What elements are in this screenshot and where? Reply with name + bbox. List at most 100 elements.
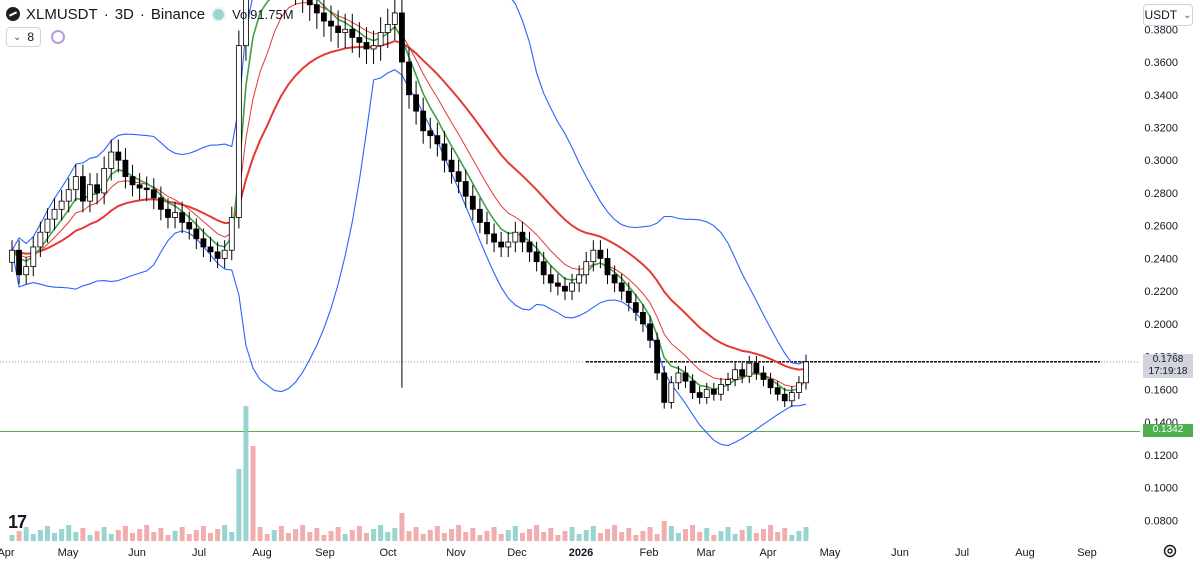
candle-down bbox=[165, 208, 171, 218]
candle-down bbox=[129, 176, 136, 186]
candle-down bbox=[498, 241, 505, 248]
exchange-name: Binance bbox=[150, 5, 206, 23]
candle-up bbox=[576, 274, 583, 284]
volume-bar bbox=[16, 531, 22, 541]
volume-bar bbox=[527, 529, 533, 541]
candle-down bbox=[753, 362, 760, 374]
candle-down bbox=[689, 380, 696, 394]
volume-bar bbox=[151, 532, 157, 541]
volume-bar bbox=[796, 531, 802, 541]
volume-bar bbox=[307, 532, 313, 541]
candle-down bbox=[150, 189, 157, 199]
volume-bar bbox=[186, 534, 192, 541]
x-tick-label: May bbox=[820, 547, 841, 559]
volume-bar bbox=[314, 528, 320, 541]
candle-down bbox=[420, 110, 427, 132]
candle-down bbox=[554, 282, 561, 287]
candle-down bbox=[399, 12, 405, 63]
volume-bar bbox=[52, 533, 58, 541]
separator: · bbox=[139, 5, 145, 23]
y-tick-label: 0.3800 bbox=[1144, 24, 1178, 36]
volume-bar bbox=[711, 535, 717, 541]
candle-up bbox=[23, 266, 30, 276]
currency-select[interactable]: USDT ⌄ bbox=[1143, 4, 1193, 26]
volume-bar bbox=[293, 529, 299, 541]
volume-bar bbox=[583, 530, 589, 541]
volume-bar bbox=[803, 527, 809, 541]
candle-down bbox=[115, 151, 122, 161]
volume-bar bbox=[463, 532, 469, 541]
volume-bar bbox=[378, 525, 384, 541]
candle-down bbox=[136, 184, 143, 189]
symbol-name[interactable]: XLMUSDT bbox=[26, 5, 98, 23]
candle-down bbox=[625, 290, 632, 303]
x-tick-label: Apr bbox=[0, 547, 15, 559]
symbol-logo-icon bbox=[6, 7, 20, 21]
x-tick-label: Feb bbox=[640, 547, 659, 559]
bollinger-upper-line bbox=[11, 0, 807, 365]
settings-gear-icon[interactable] bbox=[1162, 543, 1178, 559]
x-tick-label: Apr bbox=[759, 547, 776, 559]
candle-down bbox=[335, 25, 342, 33]
volume-bar bbox=[434, 526, 440, 541]
volume-bar bbox=[725, 527, 731, 541]
volume-bar bbox=[9, 535, 15, 541]
candle-down bbox=[533, 251, 540, 263]
volume-bar bbox=[789, 535, 795, 541]
y-tick-label: 0.3000 bbox=[1144, 155, 1178, 167]
volume-bar bbox=[165, 535, 171, 541]
volume-bar bbox=[775, 532, 781, 541]
volume-bar bbox=[144, 525, 150, 541]
candle-up bbox=[342, 28, 349, 33]
volume-bar bbox=[406, 531, 412, 541]
candle-down bbox=[484, 222, 490, 235]
candle-down bbox=[455, 171, 462, 182]
volume-bar bbox=[519, 533, 525, 541]
volume-bar bbox=[690, 525, 696, 541]
candle-down bbox=[462, 181, 469, 197]
volume-bar bbox=[413, 527, 419, 541]
candle-up bbox=[72, 176, 79, 191]
chart-header: XLMUSDT · 3D · Binance Vol91.75M bbox=[6, 4, 294, 24]
candle-down bbox=[200, 238, 207, 248]
volume-bar bbox=[23, 527, 29, 541]
volume-label: Vol bbox=[232, 6, 251, 22]
current-price-tag: 0.1768 17:19:18 bbox=[1143, 354, 1193, 378]
loading-spinner-icon bbox=[51, 30, 66, 44]
volume-bar bbox=[590, 526, 596, 541]
candle-down bbox=[413, 94, 419, 112]
volume-bar bbox=[569, 527, 575, 541]
candle-up bbox=[228, 217, 235, 251]
candle-down bbox=[306, 0, 313, 6]
candle-down bbox=[321, 12, 327, 22]
volume-bar bbox=[512, 526, 518, 541]
candle-down bbox=[193, 228, 200, 240]
candle-up bbox=[65, 189, 72, 202]
tradingview-logo[interactable]: 17 bbox=[8, 512, 27, 532]
candle-up bbox=[377, 32, 384, 47]
volume-bar bbox=[704, 528, 710, 541]
market-status-icon bbox=[211, 6, 227, 22]
volume-bar bbox=[158, 528, 164, 541]
candle-down bbox=[519, 231, 526, 243]
volume-bar bbox=[498, 534, 504, 541]
x-tick-label: Dec bbox=[507, 547, 527, 559]
candle-down bbox=[406, 61, 412, 96]
candle-up bbox=[569, 282, 575, 292]
x-tick-label: Jun bbox=[128, 547, 146, 559]
volume-bar bbox=[491, 527, 497, 541]
volume-bar bbox=[80, 528, 86, 541]
x-tick-label: Sep bbox=[1077, 547, 1097, 559]
volume-bar bbox=[328, 531, 334, 541]
y-tick-label: 0.3400 bbox=[1144, 90, 1178, 102]
volume-bar bbox=[392, 528, 398, 541]
volume-bar bbox=[101, 527, 107, 541]
candle-down bbox=[739, 369, 746, 377]
volume-bar bbox=[654, 534, 660, 541]
volume-bar bbox=[356, 526, 362, 541]
indicators-toggle-button[interactable]: ⌄ 8 bbox=[6, 27, 42, 47]
timeframe[interactable]: 3D bbox=[114, 5, 134, 23]
candle-down bbox=[526, 241, 533, 253]
volume-bar bbox=[697, 532, 703, 541]
